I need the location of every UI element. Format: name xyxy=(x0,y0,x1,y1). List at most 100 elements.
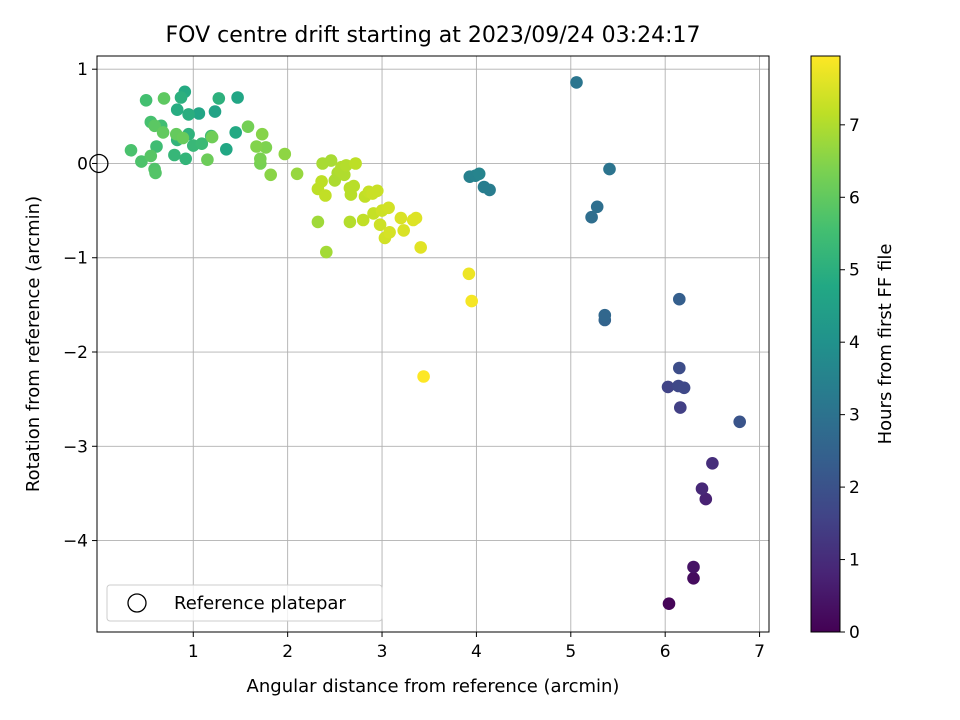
data-point xyxy=(144,149,158,163)
data-point xyxy=(382,201,395,215)
data-point xyxy=(343,215,357,229)
data-point xyxy=(253,152,267,166)
data-point xyxy=(383,226,396,239)
data-point xyxy=(157,92,171,105)
data-point xyxy=(733,415,746,429)
data-point xyxy=(176,131,190,145)
data-point xyxy=(179,152,192,166)
data-point xyxy=(695,482,709,496)
data-point xyxy=(414,241,428,254)
data-point xyxy=(168,148,181,162)
x-tick-label: 2 xyxy=(282,642,293,662)
y-tick-label: 0 xyxy=(77,154,88,174)
y-tick-label: −2 xyxy=(63,343,88,363)
data-point xyxy=(598,308,612,322)
data-point xyxy=(585,210,598,224)
colorbar-label: Hours from first FF file xyxy=(875,244,896,445)
data-point xyxy=(699,492,713,506)
data-point xyxy=(315,175,328,188)
plot-background xyxy=(97,56,769,632)
data-point xyxy=(212,92,226,105)
data-point xyxy=(201,153,214,166)
data-point xyxy=(255,127,269,141)
data-point xyxy=(603,162,616,176)
data-point xyxy=(319,189,332,202)
data-point xyxy=(156,126,170,139)
plot-area: 1 2 3 4 5 6 7 1 0 −1 −2 −3 −4 xyxy=(63,55,770,662)
legend: Reference platepar xyxy=(106,584,383,622)
data-point xyxy=(472,167,486,181)
data-point xyxy=(349,157,362,170)
data-point xyxy=(687,572,700,585)
colorbar-gradient xyxy=(810,55,841,633)
y-axis-ticks: 1 0 −1 −2 −3 −4 xyxy=(63,60,97,552)
data-point xyxy=(208,105,222,118)
colorbar-tick-label: 6 xyxy=(849,188,860,208)
colorbar-tick-label: 7 xyxy=(849,116,860,136)
x-axis-ticks: 1 2 3 4 5 6 7 xyxy=(188,632,765,662)
data-point xyxy=(417,370,430,383)
data-point xyxy=(706,457,719,470)
data-point xyxy=(339,159,353,172)
data-point xyxy=(139,94,153,107)
data-point xyxy=(259,141,273,154)
x-tick-label: 1 xyxy=(188,642,199,662)
data-point xyxy=(320,245,333,259)
data-point xyxy=(182,108,195,121)
x-tick-label: 3 xyxy=(377,642,388,662)
data-point xyxy=(409,211,423,225)
data-point xyxy=(229,126,242,139)
data-point xyxy=(356,213,370,227)
data-point xyxy=(220,143,233,156)
y-tick-label: −3 xyxy=(63,437,88,457)
colorbar-tick-label: 3 xyxy=(849,406,860,426)
y-tick-label: −1 xyxy=(63,249,88,269)
data-point xyxy=(170,103,184,116)
data-points xyxy=(124,76,746,610)
data-point xyxy=(673,292,686,306)
x-tick-label: 6 xyxy=(660,642,671,662)
data-point xyxy=(373,218,387,231)
colorbar-tick-label: 5 xyxy=(849,261,860,281)
colorbar: 0 1 2 3 4 5 6 7 Hours from first FF file xyxy=(810,55,896,643)
data-point xyxy=(135,155,148,168)
data-point xyxy=(124,144,138,157)
data-point xyxy=(290,167,304,181)
data-point xyxy=(311,215,325,229)
data-point xyxy=(662,597,676,610)
data-point xyxy=(231,91,244,104)
data-point xyxy=(149,166,162,180)
data-point xyxy=(590,200,604,214)
data-point xyxy=(397,224,411,237)
data-point xyxy=(338,168,351,182)
data-point xyxy=(661,380,675,394)
colorbar-tick-label: 1 xyxy=(849,551,860,571)
legend-reference-marker-icon xyxy=(127,593,147,613)
data-point xyxy=(278,147,292,161)
data-point xyxy=(264,168,278,182)
legend-box xyxy=(106,584,383,622)
data-point xyxy=(677,381,691,395)
data-point xyxy=(324,154,338,167)
data-point xyxy=(394,211,408,225)
colorbar-tick-label: 4 xyxy=(849,333,860,353)
x-tick-label: 4 xyxy=(471,642,482,662)
y-tick-label: −4 xyxy=(63,532,88,552)
colorbar-tick-label: 0 xyxy=(849,623,860,643)
data-point xyxy=(673,361,686,375)
data-point xyxy=(195,137,209,150)
data-point xyxy=(462,267,476,281)
data-point xyxy=(241,120,255,133)
data-point xyxy=(174,91,188,104)
reference-platepar-marker xyxy=(89,153,109,174)
data-point xyxy=(477,180,491,194)
y-tick-label: 1 xyxy=(77,60,88,80)
data-point xyxy=(150,140,163,153)
data-point xyxy=(148,119,161,133)
x-tick-label: 5 xyxy=(565,642,576,662)
colorbar-ticks: 0 1 2 3 4 5 6 7 xyxy=(840,116,860,643)
legend-entry-reference-platepar: Reference platepar xyxy=(174,593,346,614)
chart-title: FOV centre drift starting at 2023/09/24 … xyxy=(166,23,701,48)
data-point xyxy=(570,76,583,89)
data-point xyxy=(371,184,384,198)
